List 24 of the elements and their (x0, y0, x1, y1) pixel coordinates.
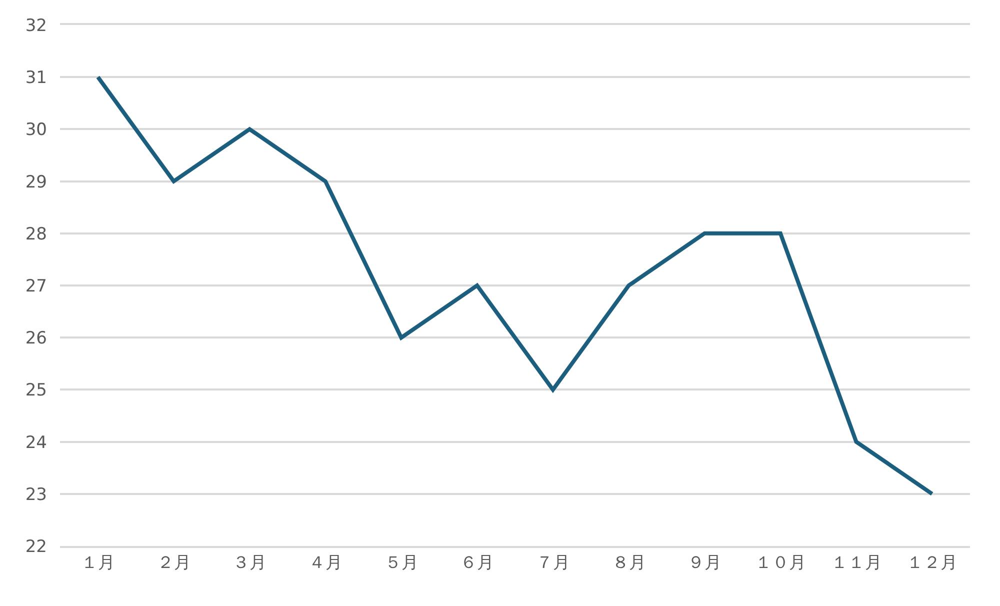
y-tick-label: 29 (25, 172, 47, 192)
x-tick-label: ６月 (460, 553, 494, 574)
x-tick-label: ９月 (688, 553, 722, 574)
x-tick-label: １月 (80, 553, 115, 574)
x-tick-label: ４月 (308, 553, 342, 574)
x-tick-label: ２月 (156, 553, 191, 574)
y-tick-label: 23 (25, 484, 47, 505)
x-tick-label: １０月 (754, 553, 806, 574)
y-tick-label: 31 (25, 68, 47, 88)
y-tick-label: 30 (25, 120, 47, 140)
x-tick-label: １２月 (906, 553, 958, 574)
y-tick-label: 28 (25, 224, 47, 244)
y-tick-label: 24 (25, 432, 47, 453)
y-tick-label: 32 (25, 16, 47, 36)
y-tick-label: 27 (25, 276, 47, 296)
x-tick-label: ８月 (612, 553, 646, 574)
y-tick-label: 25 (25, 380, 47, 401)
x-tick-label: １１月 (830, 553, 882, 574)
y-tick-label: 22 (25, 536, 47, 557)
x-tick-label: ５月 (384, 553, 418, 574)
x-tick-label: ７月 (536, 553, 570, 574)
line-series (96, 75, 934, 496)
y-tick-label: 26 (25, 328, 47, 349)
x-tick-label: ３月 (232, 553, 267, 574)
